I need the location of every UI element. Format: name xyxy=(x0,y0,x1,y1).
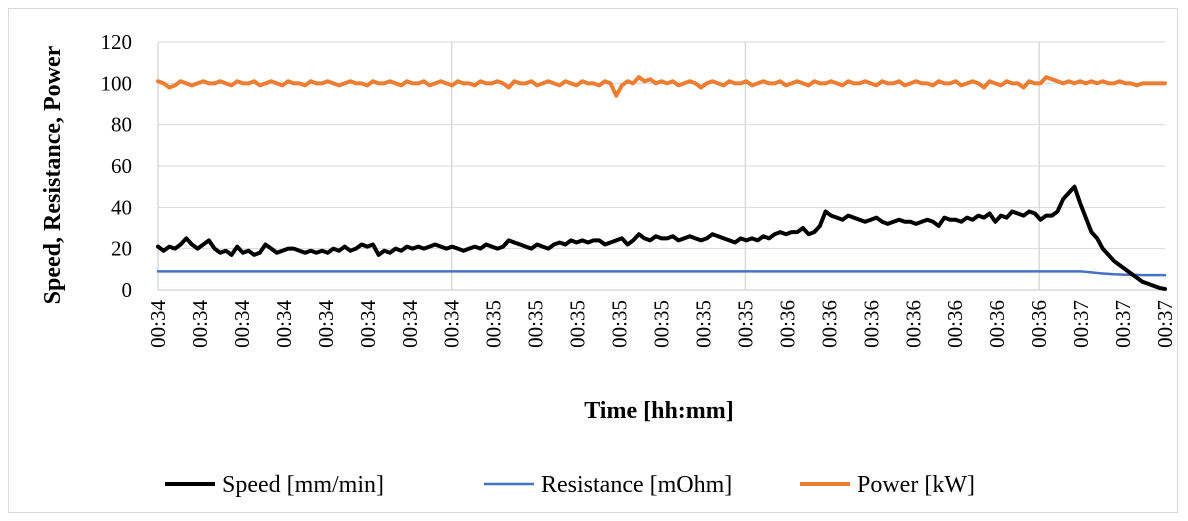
x-tick-label: 00:34 xyxy=(188,300,212,348)
legend-label: Resistance [mOhm] xyxy=(541,472,732,498)
x-tick-label: 00:34 xyxy=(272,300,296,348)
y-tick-label: 0 xyxy=(122,278,133,302)
y-tick-label: 80 xyxy=(111,113,132,137)
legend: Speed [mm/min] Resistance [mOhm] Power [kW… xyxy=(165,472,975,498)
series-lines xyxy=(156,75,1167,291)
chart-frame xyxy=(8,8,1178,513)
x-tick-label: 00:37 xyxy=(1111,300,1135,348)
x-tick-label: 00:35 xyxy=(733,300,757,348)
x-tick-label: 00:35 xyxy=(608,300,632,348)
y-tick-label: 60 xyxy=(111,154,132,178)
x-tick-label: 00:34 xyxy=(314,300,338,348)
x-tick-label: 00:36 xyxy=(901,300,925,348)
x-tick-label: 00:35 xyxy=(691,300,715,348)
x-tick-label: 00:36 xyxy=(1027,300,1051,348)
x-tick-label: 00:35 xyxy=(482,300,506,348)
x-tick-label: 00:36 xyxy=(985,300,1009,348)
series-line xyxy=(156,184,1167,291)
y-axis-title: Speed, Resistance, Power xyxy=(40,45,66,304)
x-tick-label: 00:36 xyxy=(943,300,967,348)
x-tick-label: 00:35 xyxy=(566,300,590,348)
series-line xyxy=(156,75,1167,98)
x-tick-label: 00:34 xyxy=(398,300,422,348)
x-tick-label: 00:34 xyxy=(146,300,170,348)
series-line xyxy=(156,270,1167,277)
x-tick-labels: 00:34 00:34 00:34 00:34 00:34 00:34 00:34 00:34… xyxy=(146,300,1177,348)
x-tick-label: 00:34 xyxy=(356,300,380,348)
y-tick-label: 40 xyxy=(111,195,132,219)
y-tick-label: 120 xyxy=(101,30,133,54)
x-tick-label: 00:35 xyxy=(650,300,674,348)
legend-label: Speed [mm/min] xyxy=(222,472,384,498)
x-tick-label: 00:35 xyxy=(524,300,548,348)
x-tick-label: 00:36 xyxy=(775,300,799,348)
y-tick-labels: 0 20 40 60 80 100 120 xyxy=(101,30,133,302)
x-tick-label: 00:37 xyxy=(1153,300,1177,348)
x-tick-label: 00:37 xyxy=(1069,300,1093,348)
legend-label: Power [kW] xyxy=(857,472,975,498)
y-tick-label: 100 xyxy=(101,71,133,95)
x-tick-label: 00:36 xyxy=(859,300,883,348)
x-tick-label: 00:36 xyxy=(817,300,841,348)
y-tick-label: 20 xyxy=(111,237,132,261)
x-axis-title: Time [hh:mm] xyxy=(584,398,734,424)
x-tick-label: 00:34 xyxy=(440,300,464,348)
x-tick-label: 00:34 xyxy=(230,300,254,348)
